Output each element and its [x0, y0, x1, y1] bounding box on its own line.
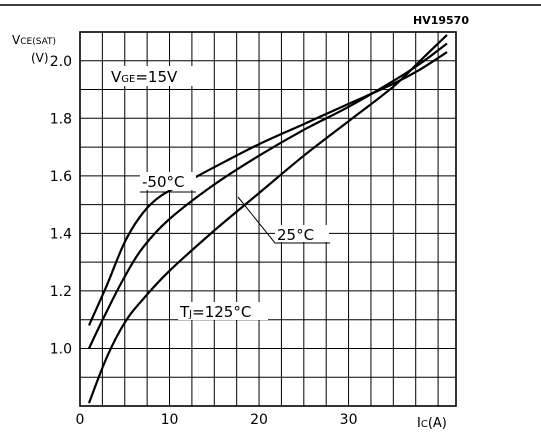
x-axis-title: IC(A): [417, 416, 447, 431]
vge-condition-label: VGE=15V: [111, 68, 178, 86]
svg-text:IC(A): IC(A): [417, 416, 447, 431]
y-tick-label: 1.4: [50, 226, 72, 242]
plot-frame: [79, 31, 457, 407]
y-tick-label: 1.2: [50, 284, 72, 300]
curves: [87, 34, 448, 404]
y-tick-label: 1.6: [50, 169, 72, 185]
tj-label-bg: [178, 302, 268, 320]
curve-25c: [88, 42, 448, 349]
svg-text:VCE(SAT): VCE(SAT): [12, 33, 56, 47]
y-tick-label: 1.8: [50, 111, 72, 127]
y-tick-label: 1.0: [50, 341, 72, 357]
x-tick-label: 10: [161, 412, 179, 428]
x-tick-labels: 0 10 20 30: [76, 412, 358, 428]
minus50-label-bg: [140, 172, 196, 190]
t25-label-bg: [275, 225, 329, 242]
y-tick-label: 2.0: [50, 54, 72, 70]
grid: [79, 31, 457, 407]
tj-label: TJ=125°C: [179, 303, 251, 321]
t25-label: 25°C: [277, 226, 314, 244]
t25-leader: [237, 196, 330, 244]
y-tick-labels: 1.0 1.2 1.4 1.6 1.8 2.0: [50, 54, 72, 358]
curve-125c: [87, 34, 448, 404]
x-tick-label: 30: [340, 412, 358, 428]
svg-text:(V): (V): [31, 51, 49, 65]
x-tick-label: 0: [76, 412, 85, 428]
x-tick-label: 20: [250, 412, 268, 428]
vge-label-bg: [110, 66, 202, 86]
curve-minus50c: [87, 51, 448, 326]
minus50-label: -50°C: [142, 173, 184, 191]
y-axis-title: VCE(SAT) (V): [12, 33, 56, 65]
chart-code: HV19570: [413, 14, 469, 27]
